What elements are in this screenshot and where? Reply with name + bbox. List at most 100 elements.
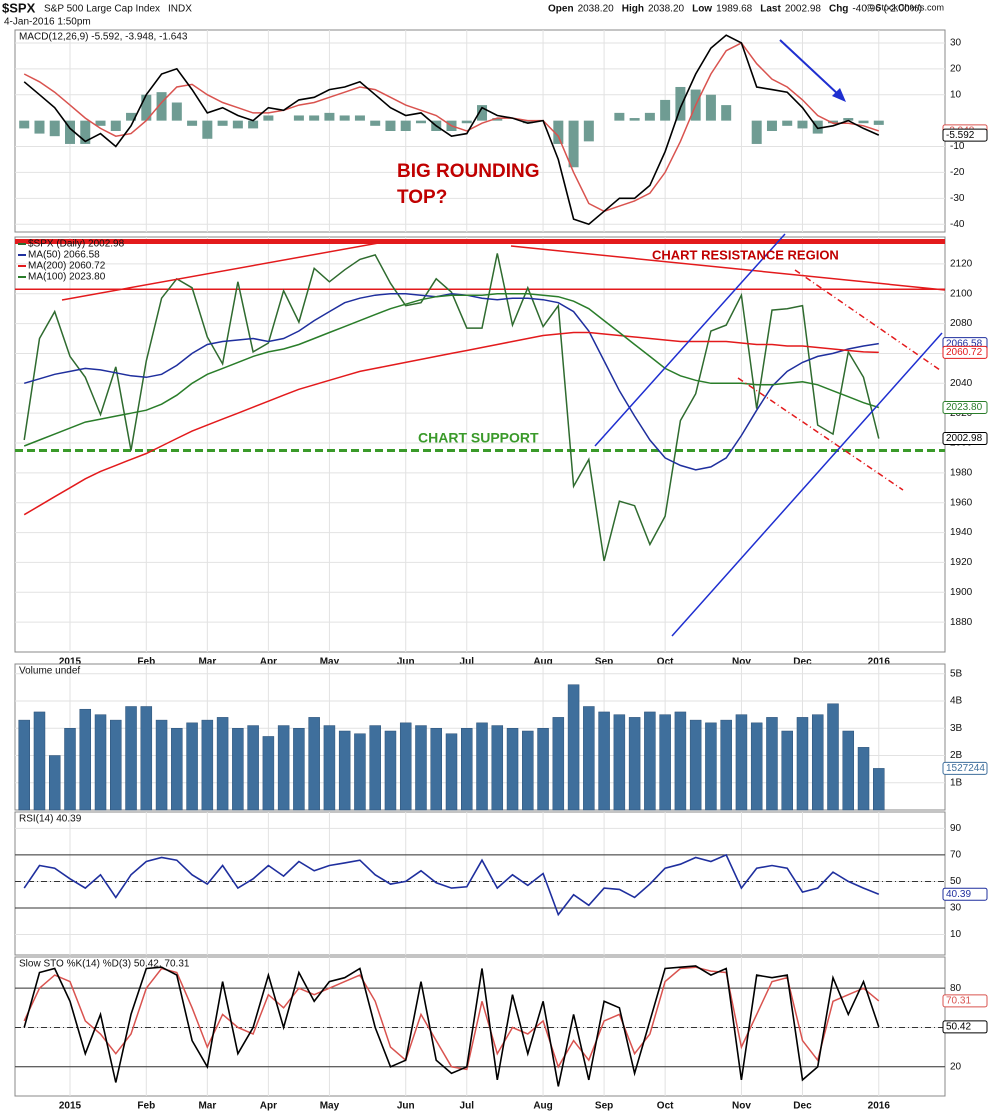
bar: [248, 120, 259, 129]
bar: [110, 719, 122, 811]
bar: [171, 102, 182, 121]
bar: [689, 719, 702, 811]
x-tick-label: Jul: [460, 657, 475, 668]
value-tag: [942, 994, 988, 1008]
bar: [782, 120, 793, 126]
quote-label: Low: [692, 4, 712, 15]
bar: [644, 112, 655, 121]
x-tick-label: 2015: [59, 657, 82, 668]
bar: [187, 120, 198, 126]
panel-title: MACD(12,26,9) -5.592, -3.948, -1.643: [19, 32, 188, 43]
bar: [232, 728, 244, 811]
bar: [216, 717, 229, 811]
legend-label: MA(50) 2066.58: [28, 250, 100, 261]
bar: [567, 684, 580, 811]
bar: [293, 728, 305, 811]
bar: [370, 120, 381, 126]
bar: [659, 714, 671, 811]
y-tick-label: -40: [950, 219, 965, 230]
bar: [751, 120, 762, 144]
y-tick-label: 1980: [950, 468, 973, 479]
x-tick-label: Sep: [595, 657, 613, 668]
annotation: BIG ROUNDING: [397, 161, 540, 182]
bar: [79, 708, 92, 811]
quote-value: 2038.20: [578, 4, 615, 15]
x-tick-label: Nov: [732, 1101, 751, 1112]
annotation: CHART RESISTANCE REGION: [652, 247, 839, 262]
panel-title: Volume undef: [19, 666, 80, 677]
series-line: [23, 253, 880, 562]
bar: [827, 703, 839, 811]
y-tick-label: 20: [950, 63, 962, 74]
y-tick-label: 30: [950, 38, 962, 49]
bar: [675, 86, 686, 121]
x-tick-label: Oct: [657, 657, 674, 668]
bar: [232, 120, 243, 129]
bar: [858, 120, 869, 124]
bar: [797, 120, 808, 129]
bar: [766, 120, 777, 131]
bar: [843, 118, 854, 121]
y-tick-label: 2040: [950, 378, 973, 389]
bar: [537, 728, 549, 811]
bar: [33, 711, 46, 811]
bar: [110, 120, 121, 131]
bar: [568, 120, 579, 168]
quote-value: -40.96 (-2.00%): [852, 4, 921, 15]
bar: [19, 120, 30, 129]
bar: [796, 717, 809, 811]
y-tick-label: 1900: [950, 587, 973, 598]
legend-label: MA(200) 2060.72: [28, 261, 106, 272]
bar: [522, 730, 534, 811]
bar: [430, 728, 442, 811]
bar: [644, 711, 656, 811]
x-tick-label: Nov: [732, 657, 751, 668]
bar: [873, 768, 885, 811]
y-tick-label: 1B: [950, 777, 963, 788]
bar: [34, 120, 45, 134]
panel: [14, 236, 946, 653]
bar: [126, 112, 137, 121]
bar: [811, 714, 824, 811]
bar: [629, 118, 640, 121]
quote-label: Open: [548, 4, 574, 15]
value-tag-label: 2023.80: [946, 402, 983, 413]
y-tick-label: 50: [950, 876, 962, 887]
y-tick-label: -30: [950, 193, 965, 204]
y-tick-label: 10: [950, 89, 962, 100]
value-tag-label: 50.42: [946, 1022, 971, 1033]
y-tick-label: 90: [950, 823, 962, 834]
bar: [613, 714, 626, 811]
bar: [750, 722, 763, 811]
value-tag: [942, 400, 988, 414]
bar: [461, 120, 472, 124]
bar: [522, 120, 533, 124]
panel-title: Slow STO %K(14) %D(3) 50.42, 70.31: [19, 959, 190, 970]
y-tick-label: 3B: [950, 723, 963, 734]
y-tick-label: 1920: [950, 557, 973, 568]
x-tick-label: Dec: [793, 657, 812, 668]
x-tick-label: 2015: [59, 1101, 82, 1112]
bar: [354, 115, 365, 121]
bar: [477, 105, 488, 121]
x-tick-label: Jun: [397, 1101, 415, 1112]
trend-line: [794, 269, 941, 371]
y-tick-label: 2080: [950, 318, 973, 329]
bar: [674, 711, 687, 811]
y-tick-label: 5B: [950, 668, 963, 679]
bar: [186, 722, 198, 811]
bar: [308, 717, 320, 811]
series-line: [23, 292, 880, 447]
bar: [65, 120, 75, 144]
x-tick-label: Feb: [137, 1101, 155, 1112]
legend-label: $SPX (Daily) 2002.98: [28, 239, 125, 250]
x-tick-label: Apr: [260, 1101, 277, 1112]
bar: [400, 120, 411, 131]
bar: [492, 118, 503, 121]
y-tick-label: 10: [950, 929, 962, 940]
bar: [476, 722, 488, 811]
bar: [506, 728, 519, 811]
quote-label: High: [622, 4, 644, 15]
series-line: [23, 34, 880, 226]
